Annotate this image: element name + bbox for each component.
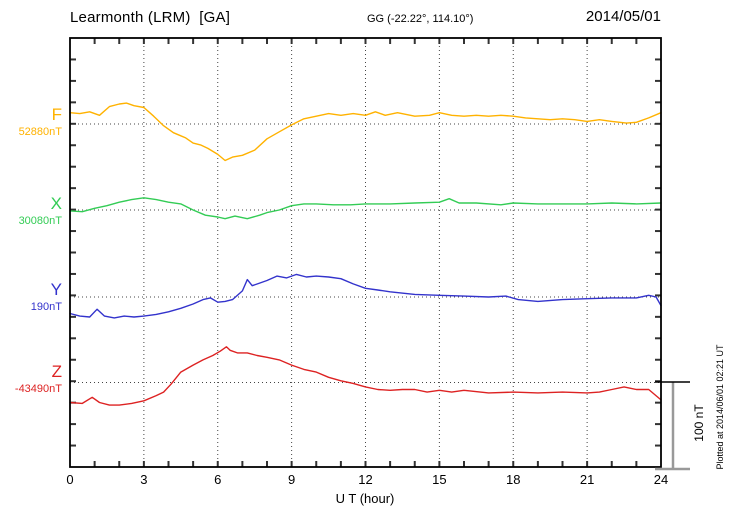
channel-letter: F: [51, 105, 62, 124]
x-tick-label: 18: [506, 472, 521, 487]
channel-label-F: F 52880nT: [0, 105, 62, 138]
plot-frame: [69, 37, 662, 468]
x-tick-label: 15: [432, 472, 447, 487]
channel-label-X: X 30080nT: [0, 194, 62, 227]
station-title: Learmonth (LRM) [GA]: [70, 9, 231, 26]
x-tick-label: 24: [653, 472, 669, 487]
trace-Y: [69, 273, 662, 319]
x-tick-label: 21: [579, 472, 595, 487]
channel-label-Y: Y 190nT: [0, 280, 62, 313]
scale-bar-label: 100 nT: [692, 404, 706, 442]
trace-X: [69, 197, 662, 220]
channel-baseline-value: -43490nT: [14, 383, 62, 395]
channel-baseline-value: 52880nT: [18, 126, 62, 138]
channel-letter: Z: [51, 362, 62, 381]
x-tick-label: 9: [288, 472, 296, 487]
trace-F: [69, 102, 662, 162]
x-tick-label: 3: [140, 472, 148, 487]
channel-label-Z: Z -43490nT: [0, 362, 62, 395]
x-tick-label: 0: [66, 472, 74, 487]
plotted-at-timestamp: Plotted at 2014/06/01 02:21 UT: [715, 344, 725, 470]
plot-date: 2014/05/01: [585, 8, 661, 25]
geographic-coordinates: GG (-22.22°, 114.10°): [367, 13, 474, 25]
x-tick-label: 6: [214, 472, 222, 487]
channel-baseline-value: 30080nT: [18, 215, 62, 227]
channel-baseline-value: 190nT: [30, 301, 62, 313]
trace-Z: [69, 346, 662, 406]
channel-letter: Y: [50, 280, 62, 299]
channel-letter: X: [50, 194, 62, 213]
x-tick-label: 12: [358, 472, 373, 487]
x-axis-title: U T (hour): [335, 491, 395, 506]
